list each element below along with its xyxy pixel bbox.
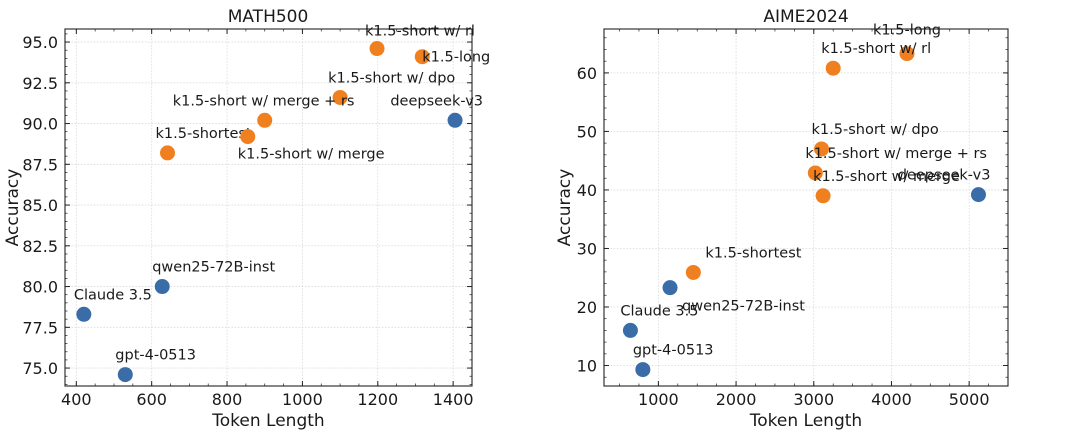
data-point-k1-5-short-w-rl xyxy=(369,41,385,57)
plot-frame xyxy=(603,28,1009,387)
data-point-deepseek-v3 xyxy=(447,112,463,128)
point-label-k1-5-short-w-merge-rs: k1.5-short w/ merge + rs xyxy=(805,146,987,162)
point-label-gpt-4-0513: gpt-4-0513 xyxy=(115,348,196,364)
data-point-k1-5-short-w-rl xyxy=(825,60,841,76)
x-tick-label: 1000 xyxy=(638,390,679,409)
chart-title: MATH500 xyxy=(228,7,309,27)
data-point-k1-5-short-w-merge-rs xyxy=(257,112,273,128)
point-label-k1-5-shortest: k1.5-shortest xyxy=(156,126,252,142)
x-tick-label: 800 xyxy=(212,390,243,409)
point-label-k1-5-short-w-merge: k1.5-short w/ merge xyxy=(238,147,385,163)
y-tick-label: 60 xyxy=(577,64,597,83)
point-label-k1-5-long: k1.5-long xyxy=(422,50,490,66)
point-label-k1-5-short-w-dpo: k1.5-short w/ dpo xyxy=(328,70,455,86)
y-tick-label: 50 xyxy=(577,122,597,141)
x-tick-label: 400 xyxy=(61,390,92,409)
x-axis-label: Token Length xyxy=(211,411,324,431)
y-tick-label: 87.5 xyxy=(22,155,58,174)
data-point-gpt-4-0513 xyxy=(635,362,651,378)
point-label-deepseek-v3: deepseek-v3 xyxy=(390,93,483,109)
data-point-gpt-4-0513 xyxy=(117,367,133,383)
point-label-k1-5-short-w-rl: k1.5-short w/ rl xyxy=(365,24,475,40)
data-point-k1-5-short-w-merge xyxy=(815,188,831,204)
data-point-claude-3-5 xyxy=(622,322,638,338)
y-tick-label: 95.0 xyxy=(22,33,58,52)
data-point-qwen25-72b-inst xyxy=(154,279,170,295)
y-tick-label: 85.0 xyxy=(22,196,58,215)
y-tick-label: 20 xyxy=(577,298,597,317)
y-tick-label: 40 xyxy=(577,181,597,200)
x-tick-label: 4000 xyxy=(871,390,912,409)
x-tick-label: 5000 xyxy=(949,390,990,409)
y-tick-label: 10 xyxy=(577,357,597,376)
x-tick-label: 3000 xyxy=(793,390,834,409)
y-tick-label: 92.5 xyxy=(22,74,58,93)
panel-math500: 400 600 800 1000 1200 1400 75.0 77.5 80.0 82.5 85.… xyxy=(3,7,490,431)
y-tick-label: 90.0 xyxy=(22,115,58,134)
data-point-k1-5-short-w-dpo xyxy=(332,89,348,105)
data-point-k1-5-short-w-merge-rs xyxy=(807,165,823,181)
point-label-k1-5-long: k1.5-long xyxy=(873,23,941,39)
point-label-qwen25-72b-inst: qwen25-72B-inst xyxy=(152,260,275,276)
y-tick-label: 75.0 xyxy=(22,359,58,378)
data-point-deepseek-v3 xyxy=(970,187,986,203)
data-point-k1-5-shortest xyxy=(685,264,701,280)
y-tick-label: 80.0 xyxy=(22,278,58,297)
x-tick-label: 2000 xyxy=(716,390,757,409)
y-tick-label: 77.5 xyxy=(22,318,58,337)
data-point-k1-5-long xyxy=(899,46,915,62)
point-label-deepseek-v3: deepseek-v3 xyxy=(898,168,991,184)
point-label-k1-5-short-w-merge: k1.5-short w/ merge xyxy=(813,169,960,185)
y-tick-label: 30 xyxy=(577,239,597,258)
y-axis-label: Accuracy xyxy=(555,169,575,247)
data-point-claude-3-5 xyxy=(76,306,92,322)
x-tick-label: 1400 xyxy=(433,390,474,409)
x-tick-label: 1000 xyxy=(282,390,323,409)
y-axis-label: Accuracy xyxy=(3,169,23,247)
point-label-qwen25-72b-inst: qwen25-72B-inst xyxy=(682,299,805,315)
x-tick-label: 1200 xyxy=(357,390,398,409)
point-label-k1-5-short-w-rl: k1.5-short w/ rl xyxy=(821,41,931,57)
chart-title: AIME2024 xyxy=(763,7,848,27)
y-tick-label: 82.5 xyxy=(22,237,58,256)
point-label-k1-5-short-w-dpo: k1.5-short w/ dpo xyxy=(812,122,939,138)
point-label-k1-5-short-w-merge-rs: k1.5-short w/ merge + rs xyxy=(173,93,355,109)
data-point-k1-5-short-w-dpo xyxy=(814,141,830,157)
data-point-k1-5-short-w-merge xyxy=(240,129,256,145)
x-tick-label: 600 xyxy=(136,390,167,409)
plot-frame xyxy=(64,28,473,387)
panel-aime2024: 1000 2000 3000 4000 5000 10 20 30 40 50 60 AIME2024… xyxy=(555,7,1009,431)
data-point-k1-5-long xyxy=(414,49,430,65)
point-label-gpt-4-0513: gpt-4-0513 xyxy=(633,343,714,359)
point-label-claude-3-5: Claude 3.5 xyxy=(74,287,152,303)
point-label-k1-5-shortest: k1.5-shortest xyxy=(705,245,801,261)
x-axis-label: Token Length xyxy=(749,411,862,431)
data-point-k1-5-shortest xyxy=(160,145,176,161)
data-point-qwen25-72b-inst xyxy=(662,280,678,296)
point-label-claude-3-5: Claude 3.5 xyxy=(620,303,698,319)
